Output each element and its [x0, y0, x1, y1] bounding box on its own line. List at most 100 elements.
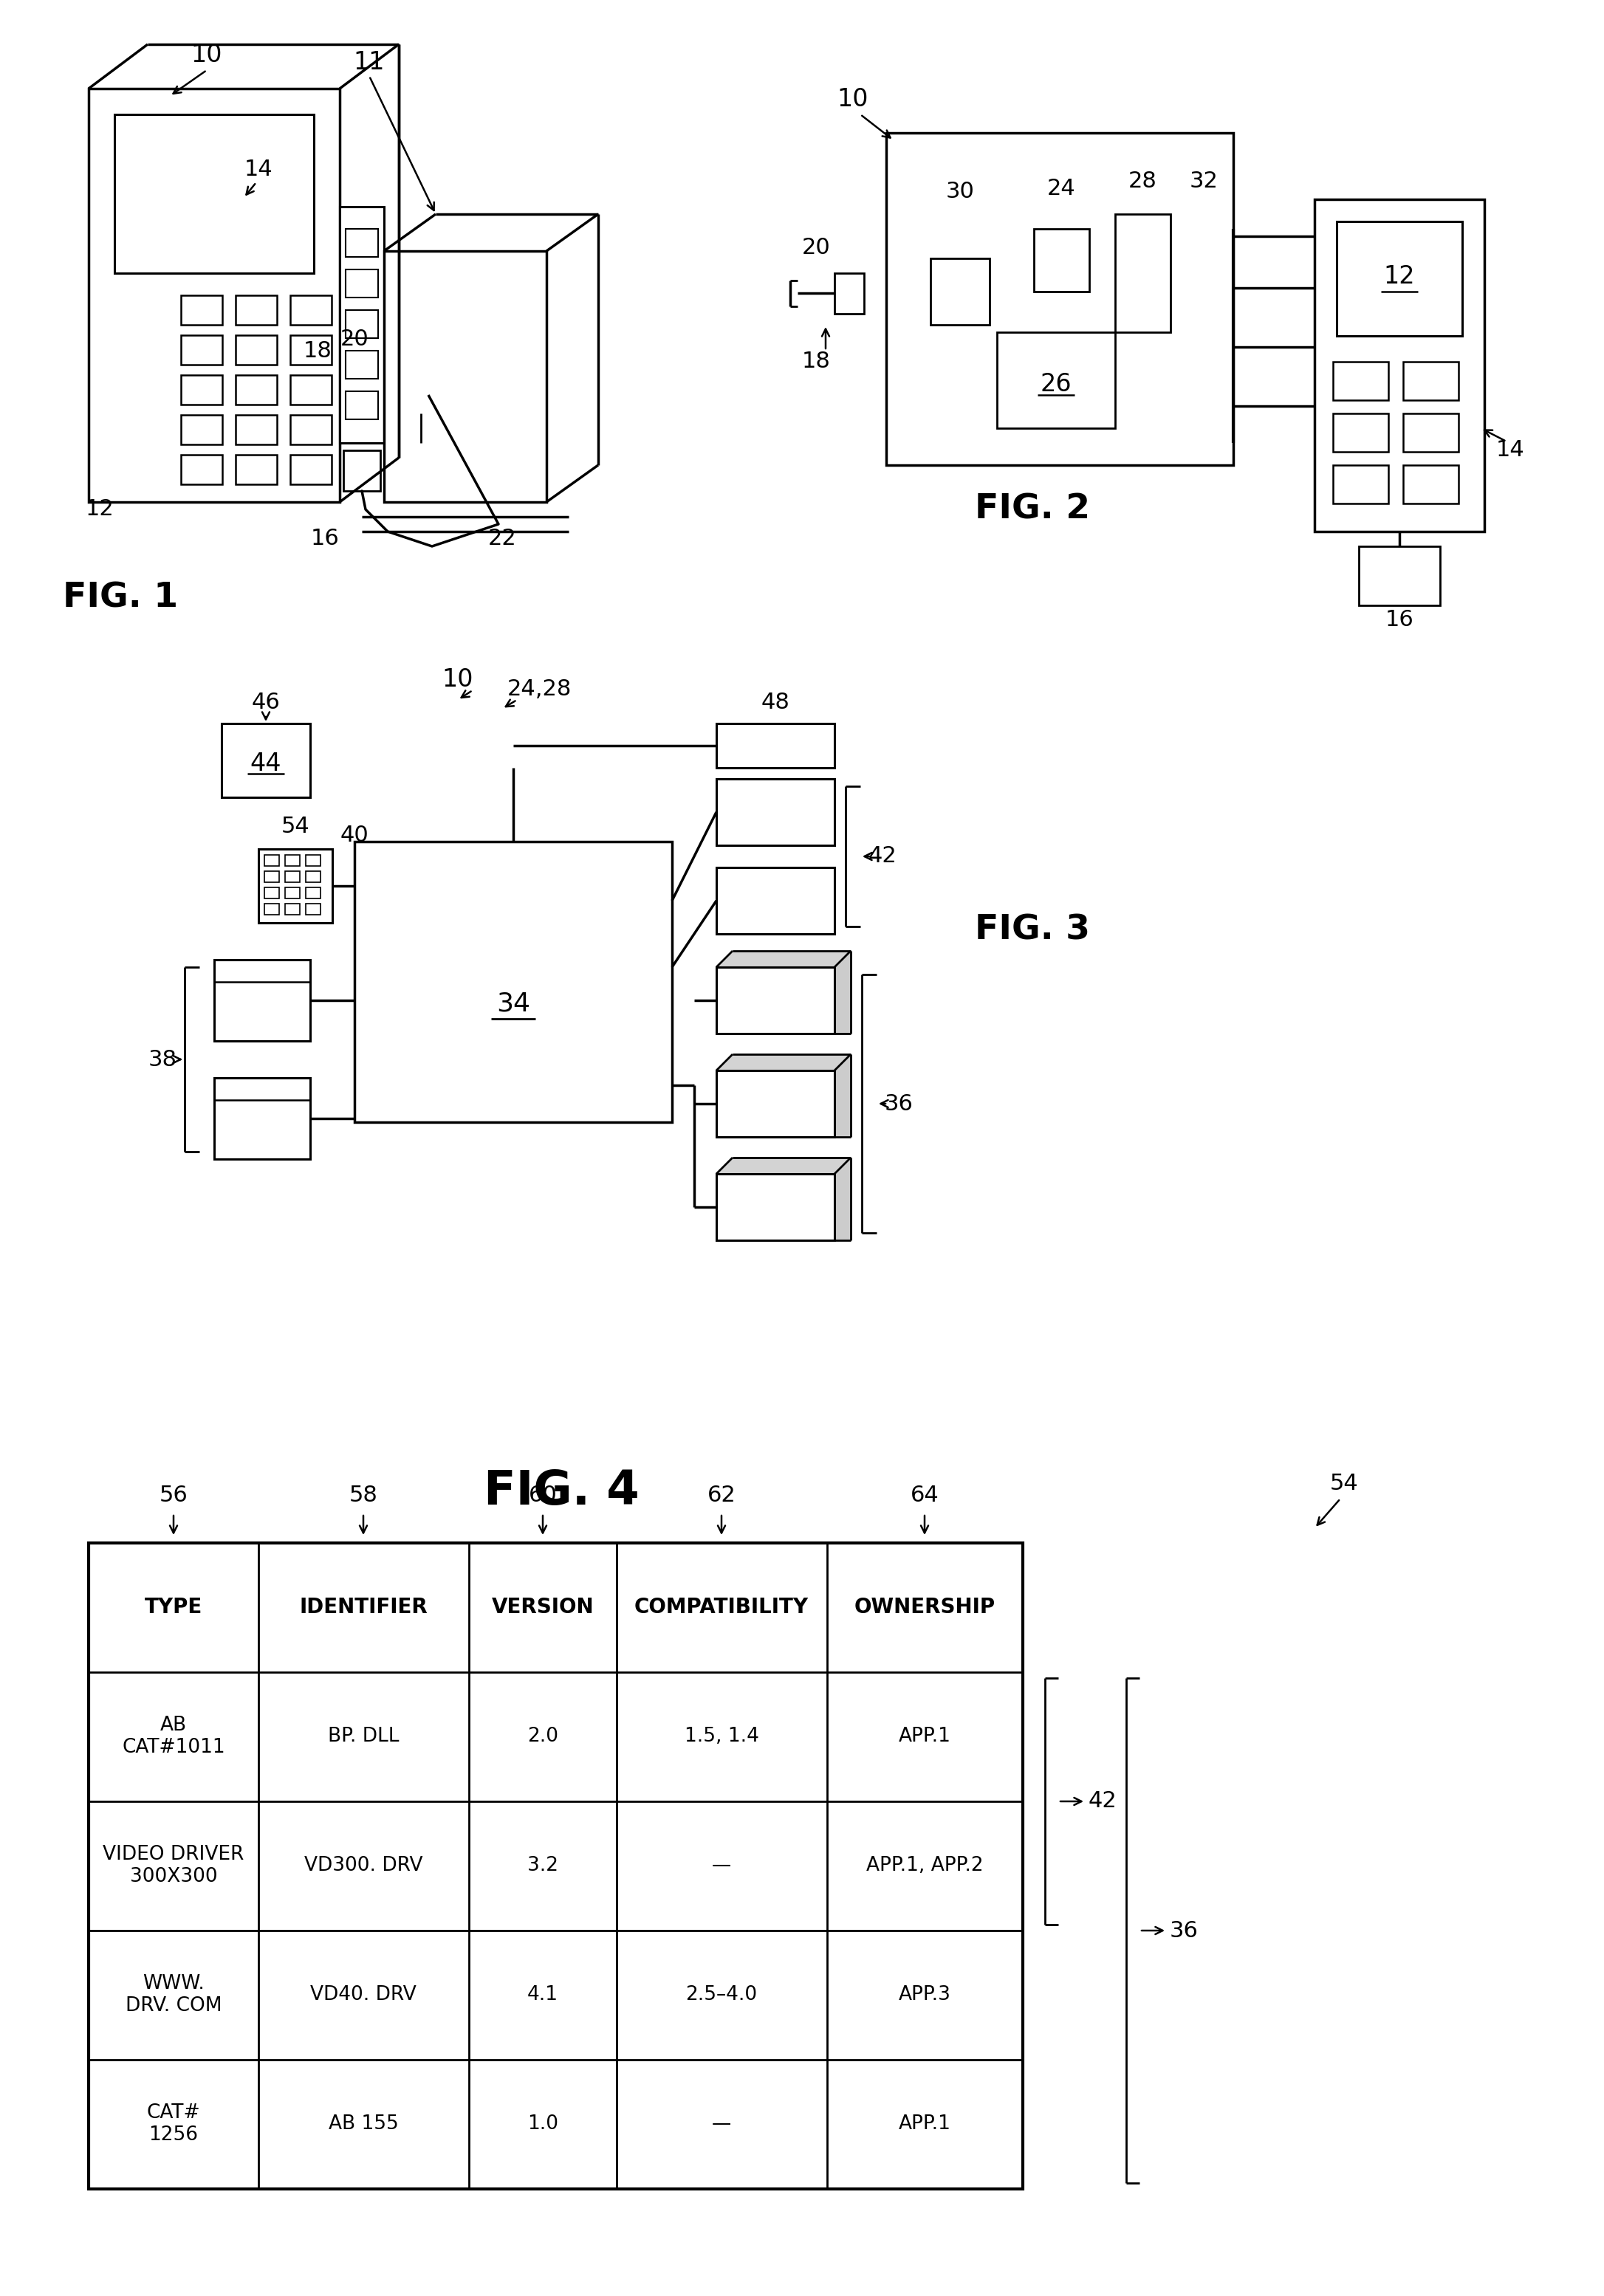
Bar [1333, 466, 1389, 503]
Bar [286, 870, 300, 882]
Bar [236, 296, 277, 324]
Bar [1404, 363, 1458, 400]
Text: VIDEO DRIVER
300X300: VIDEO DRIVER 300X300 [103, 1846, 244, 1887]
Bar [181, 416, 223, 445]
Text: 64: 64 [911, 1483, 938, 1506]
Text: 10: 10 [837, 87, 869, 113]
Bar [383, 250, 547, 503]
Bar [265, 886, 279, 898]
Text: 56: 56 [159, 1483, 188, 1506]
Bar [1315, 200, 1484, 533]
Bar [717, 723, 834, 767]
Text: 34: 34 [496, 992, 531, 1017]
Text: 16: 16 [1386, 608, 1413, 631]
Bar [286, 886, 300, 898]
Bar [114, 115, 314, 273]
Text: APP.1: APP.1 [898, 2115, 951, 2133]
Text: 48: 48 [760, 691, 789, 714]
Bar [290, 374, 332, 404]
Bar [236, 335, 277, 365]
Text: VD40. DRV: VD40. DRV [310, 1986, 417, 2004]
Bar [345, 269, 379, 298]
Text: 54: 54 [1330, 1474, 1359, 1495]
Bar [265, 854, 279, 866]
Text: 44: 44 [250, 751, 282, 776]
Bar [930, 259, 990, 324]
Text: 30: 30 [946, 181, 974, 202]
Bar [286, 854, 300, 866]
Polygon shape [834, 1157, 850, 1240]
Bar [1035, 230, 1089, 292]
Polygon shape [717, 1054, 850, 1070]
Text: 46: 46 [252, 691, 281, 714]
Text: 36: 36 [884, 1093, 913, 1114]
Bar [88, 1543, 1023, 2188]
Text: COMPATIBILITY: COMPATIBILITY [634, 1596, 808, 1619]
Text: 40: 40 [340, 824, 369, 847]
Text: CAT#
1256: CAT# 1256 [146, 2103, 200, 2144]
Text: VD300. DRV: VD300. DRV [305, 1855, 422, 1876]
Text: —: — [712, 1855, 731, 1876]
Bar [345, 390, 379, 420]
Bar [354, 843, 672, 1123]
Text: WWW.
DRV. COM: WWW. DRV. COM [125, 1975, 221, 2016]
Text: 24: 24 [1047, 177, 1076, 200]
Text: 12: 12 [85, 498, 114, 521]
Text: 18: 18 [303, 340, 332, 360]
Bar [345, 230, 379, 257]
Text: 28: 28 [1128, 170, 1156, 191]
Text: 12: 12 [1384, 264, 1415, 289]
Text: FIG. 1: FIG. 1 [63, 581, 178, 615]
Bar [290, 335, 332, 365]
Text: AB 155: AB 155 [329, 2115, 398, 2133]
Bar [306, 854, 321, 866]
Polygon shape [834, 1054, 850, 1137]
Bar [306, 886, 321, 898]
Bar [221, 723, 310, 797]
Bar [345, 351, 379, 379]
Bar [215, 1077, 310, 1159]
Bar [345, 310, 379, 338]
Text: 1.5, 1.4: 1.5, 1.4 [685, 1727, 759, 1745]
Text: 2.0: 2.0 [528, 1727, 558, 1745]
Text: TYPE: TYPE [144, 1596, 202, 1619]
Bar [306, 905, 321, 914]
Bar [258, 850, 332, 923]
Bar [834, 273, 865, 315]
Text: 20: 20 [340, 328, 369, 351]
Text: APP.1: APP.1 [898, 1727, 951, 1745]
Bar [1333, 363, 1389, 400]
Bar [181, 296, 223, 324]
Text: FIG. 4: FIG. 4 [483, 1469, 638, 1513]
Text: VERSION: VERSION [491, 1596, 593, 1619]
Text: 26: 26 [1041, 372, 1071, 397]
Text: 60: 60 [528, 1483, 557, 1506]
Text: 4.1: 4.1 [528, 1986, 558, 2004]
Bar [290, 416, 332, 445]
Bar [1115, 214, 1171, 333]
Text: 42: 42 [1088, 1791, 1116, 1812]
Bar [1336, 220, 1463, 335]
Text: 24,28: 24,28 [507, 677, 571, 700]
Bar [885, 133, 1233, 466]
Bar [181, 335, 223, 365]
Bar [343, 450, 380, 491]
Bar [236, 374, 277, 404]
Bar [1404, 413, 1458, 452]
Bar [236, 416, 277, 445]
Bar [265, 905, 279, 914]
Bar [290, 296, 332, 324]
Text: APP.3: APP.3 [898, 1986, 951, 2004]
Bar [717, 868, 834, 934]
Text: OWNERSHIP: OWNERSHIP [853, 1596, 994, 1619]
Bar [286, 905, 300, 914]
Text: 10: 10 [443, 668, 473, 691]
Text: 54: 54 [281, 815, 310, 838]
Bar [1404, 466, 1458, 503]
Bar [717, 1173, 834, 1240]
Text: 11: 11 [353, 51, 385, 76]
Bar [717, 967, 834, 1033]
Polygon shape [717, 951, 850, 967]
Text: 36: 36 [1169, 1919, 1198, 1940]
Text: FIG. 3: FIG. 3 [975, 914, 1091, 946]
